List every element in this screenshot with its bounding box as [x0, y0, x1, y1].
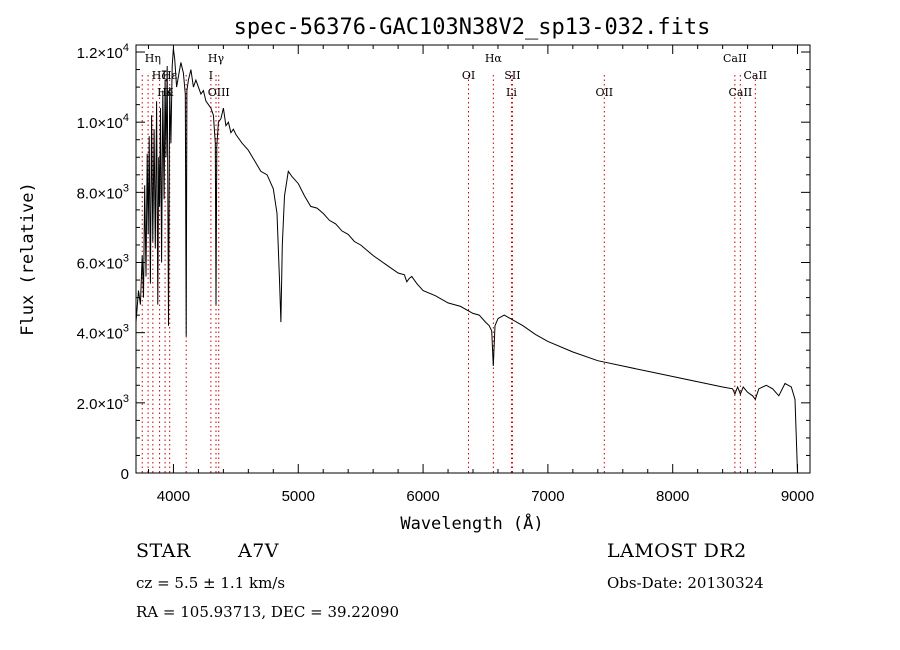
object-type: STAR — [136, 540, 191, 562]
y-axis-label: Flux (relative) — [18, 182, 38, 336]
x-tick-label-6000: 6000 — [406, 488, 439, 505]
redshift-cz: cz = 5.5 ± 1.1 km/s — [136, 574, 286, 592]
y-tick-label-12000: 1.2×104 — [77, 42, 129, 62]
line-label-2: Hε — [162, 69, 178, 82]
line-label-8: OI — [462, 69, 475, 82]
emission-line-markers — [141, 75, 756, 473]
chart-title: spec-56376-GAC103N38V2_sp13-032.fits — [234, 15, 711, 40]
spectral-subclass: A7V — [238, 540, 280, 562]
line-label-6: I — [209, 69, 213, 82]
line-label-13: CaII — [723, 52, 747, 65]
x-tick-label-8000: 8000 — [656, 488, 689, 505]
x-tick-label-5000: 5000 — [282, 488, 315, 505]
y-axis-ticks: 0 2.0×103 4.0×103 6.0×103 8.0×103 1.0×104 1.2×… — [77, 42, 810, 483]
y-tick-label-4000: 4.0×103 — [77, 323, 129, 343]
line-label-10: SII — [504, 69, 520, 82]
x-tick-label-4000: 4000 — [157, 488, 190, 505]
line-label-14: CaII — [743, 69, 767, 82]
x-tick-label-9000: 9000 — [781, 488, 814, 505]
x-tick-label-7000: 7000 — [531, 488, 564, 505]
spectrum-line — [135, 48, 798, 474]
x-axis-label: Wavelength (Å) — [400, 512, 543, 534]
observation-date: Obs-Date: 20130324 — [607, 574, 764, 592]
y-tick-label-6000: 6.0×103 — [77, 253, 129, 273]
line-label-7: OIII — [208, 86, 230, 99]
line-label-12: OII — [595, 86, 613, 99]
line-label-1: Hζ — [152, 69, 168, 82]
plot-frame — [135, 44, 811, 474]
y-tick-label-0: 0 — [121, 466, 129, 483]
line-label-5: Hγ — [208, 52, 225, 65]
coordinates: RA = 105.93713, DEC = 39.22090 — [136, 603, 400, 621]
y-tick-label-10000: 1.0×104 — [77, 112, 129, 132]
line-label-0: Hη — [145, 52, 161, 65]
y-tick-label-8000: 8.0×103 — [77, 182, 129, 202]
line-label-9: Hα — [485, 52, 503, 65]
survey-name: LAMOST DR2 — [607, 540, 747, 562]
line-label-11: Li — [506, 86, 517, 99]
y-tick-label-2000: 2.0×103 — [77, 393, 129, 413]
x-axis-ticks: 4000 5000 6000 7000 8000 9000 — [147, 45, 814, 505]
line-label-15: CaII — [729, 86, 753, 99]
